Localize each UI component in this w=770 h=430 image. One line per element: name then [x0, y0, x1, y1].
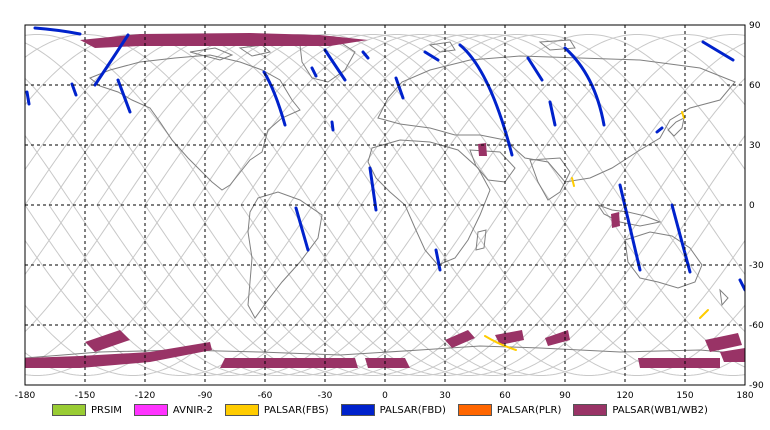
- palsar-wb-swaths: [25, 33, 745, 368]
- x-tick-label: -60: [258, 391, 273, 401]
- legend-label: PRSIM: [91, 404, 122, 416]
- new-zealand-coast: [719, 288, 729, 307]
- wb-swath: [365, 358, 410, 368]
- wb-swath: [720, 348, 745, 362]
- fbd-track: [434, 248, 442, 272]
- indonesia-coast: [596, 204, 662, 227]
- wb-swath: [25, 342, 212, 368]
- x-axis-ticks: -180 -150 -120 -90 -60 -30 0 30 60 90 120 150 180: [15, 391, 754, 401]
- wb-swath: [545, 330, 570, 346]
- y-tick-label: 0: [749, 201, 755, 211]
- fbs-track: [681, 111, 685, 119]
- wb-swath-arctic: [80, 33, 368, 48]
- india-coast: [529, 157, 571, 201]
- y-tick-label: 30: [749, 141, 761, 151]
- wb-swath: [478, 143, 487, 156]
- fbd-track: [70, 82, 78, 97]
- antarctica-coast: [25, 345, 745, 359]
- y-axis-ticks: 90 60 30 0 -30 -60 -90: [749, 21, 764, 391]
- fbd-track: [368, 166, 378, 212]
- legend-item-palsar-wb: PALSAR(WB1/WB2): [573, 404, 708, 416]
- north-america-coast: [89, 54, 301, 191]
- fbd-track: [25, 90, 31, 106]
- legend-label: PALSAR(PLR): [496, 404, 562, 416]
- legend-label: PALSAR(FBS): [263, 404, 329, 416]
- wb-swath: [85, 330, 130, 352]
- fbs-track: [571, 177, 575, 187]
- fbd-track: [701, 40, 735, 62]
- x-tick-label: 0: [382, 391, 388, 401]
- legend-item-prsim: PRSIM: [52, 404, 122, 416]
- australia-coast: [624, 231, 703, 289]
- fbd-track: [330, 120, 335, 132]
- y-tick-label: -30: [749, 261, 764, 271]
- x-tick-label: 30: [439, 391, 451, 401]
- y-tick-label: 90: [749, 21, 761, 31]
- fbd-track: [423, 50, 440, 62]
- palsar-fbs-tracks: [484, 111, 709, 351]
- fbd-track: [323, 48, 347, 82]
- x-tick-label: -90: [198, 391, 213, 401]
- x-tick-label: 180: [736, 391, 753, 401]
- arctic-russia-coast: [428, 39, 576, 53]
- y-tick-label: -90: [749, 381, 764, 391]
- fbd-track: [310, 66, 318, 78]
- legend-swatch: [224, 404, 259, 416]
- wb-swath: [495, 330, 524, 345]
- fbd-track: [394, 76, 405, 100]
- fbd-track: [361, 50, 370, 60]
- legend-item-palsar-fbd: PALSAR(FBD): [340, 404, 446, 416]
- legend-item-avnir2: AVNIR-2: [133, 404, 213, 416]
- fbd-track: [262, 70, 287, 127]
- eurasia-coast: [377, 55, 736, 183]
- fbd-track: [738, 278, 745, 292]
- legend-label: PALSAR(WB1/WB2): [612, 404, 708, 416]
- fbd-track: [618, 183, 642, 272]
- fbd-track: [670, 203, 692, 274]
- legend-swatch: [573, 404, 608, 416]
- legend-swatch: [340, 404, 375, 416]
- x-tick-label: -150: [75, 391, 96, 401]
- wb-swath: [611, 212, 620, 228]
- palsar-fbd-tracks: [25, 26, 745, 292]
- legend-swatch: [133, 404, 168, 416]
- legend-label: AVNIR-2: [172, 404, 213, 416]
- x-tick-label: 150: [676, 391, 693, 401]
- x-tick-label: 90: [559, 391, 571, 401]
- legend-label: PALSAR(FBD): [379, 404, 446, 416]
- fbd-track: [294, 206, 310, 252]
- fbs-track: [699, 309, 709, 319]
- fbd-track: [655, 126, 664, 134]
- fbd-track: [93, 33, 130, 87]
- madagascar-coast: [475, 229, 487, 251]
- y-tick-label: -60: [749, 321, 764, 331]
- wb-swath: [705, 333, 742, 352]
- fbs-track: [484, 335, 517, 351]
- fbd-track: [116, 78, 132, 114]
- wb-swath: [638, 358, 720, 368]
- japan-coast: [667, 117, 685, 137]
- y-tick-label: 60: [749, 81, 761, 91]
- legend-item-palsar-plr: PALSAR(PLR): [457, 404, 562, 416]
- x-tick-label: -30: [318, 391, 333, 401]
- x-tick-label: 60: [499, 391, 511, 401]
- legend-item-palsar-fbs: PALSAR(FBS): [224, 404, 329, 416]
- legend-swatch: [457, 404, 492, 416]
- legend-swatch: [52, 404, 86, 416]
- fbd-track: [548, 100, 557, 127]
- fbd-track: [526, 56, 544, 82]
- x-tick-label: 120: [616, 391, 633, 401]
- x-tick-label: -180: [15, 391, 36, 401]
- map-frame: [24, 24, 746, 386]
- wb-swath: [220, 358, 358, 368]
- fbd-track: [33, 26, 82, 36]
- grid-lines: [25, 25, 745, 385]
- x-tick-label: -120: [135, 391, 156, 401]
- wb-swath: [445, 330, 475, 348]
- legend: PRSIM AVNIR-2 PALSAR(FBS) PALSAR(FBD) PA…: [52, 402, 720, 418]
- fbd-track: [563, 46, 606, 127]
